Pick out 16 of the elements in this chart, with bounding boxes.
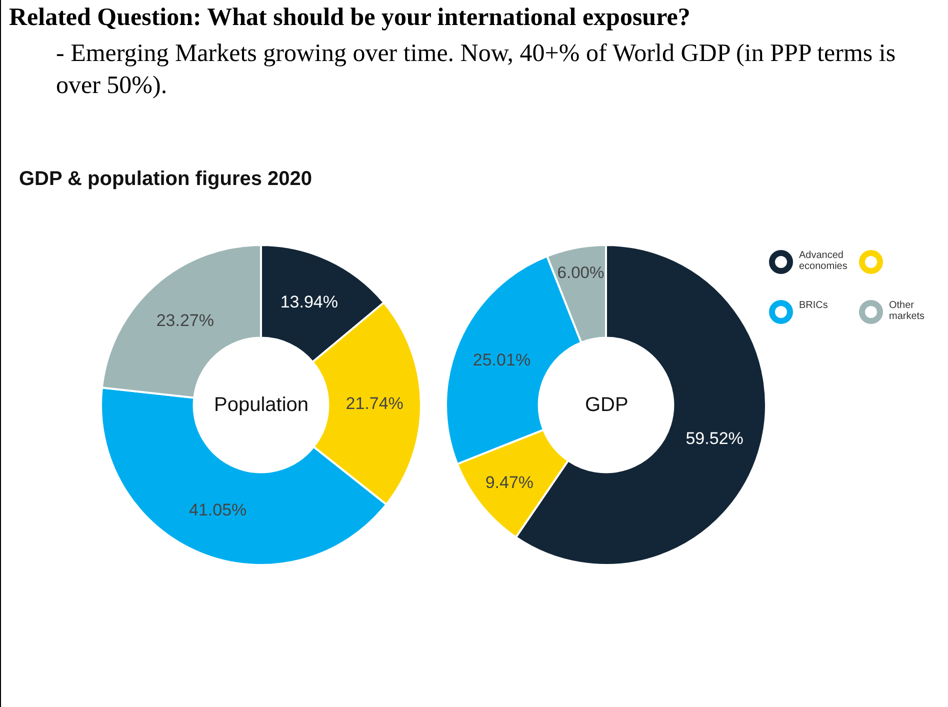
data-label: 23.27% xyxy=(156,310,214,330)
legend-label: Advanced economies xyxy=(799,250,848,272)
text: Population xyxy=(214,394,309,416)
data-label: 59.52% xyxy=(686,428,744,448)
text: GDP xyxy=(585,394,628,416)
data-label: 6.00% xyxy=(557,262,604,282)
legend-label: Other markets xyxy=(889,300,926,322)
data-label: 9.47% xyxy=(485,472,534,492)
legend-label: BRICs xyxy=(799,300,828,311)
text: - Emerging Markets growing over time. Now, 40+% of World GDP (in PPP terms is over 50%). xyxy=(56,39,897,101)
data-label: 41.05% xyxy=(188,500,247,520)
chart-title: Related Question: What should be your international exposure? xyxy=(9,4,690,32)
data-label: 25.01% xyxy=(472,350,531,370)
data-label: 21.74% xyxy=(346,394,404,414)
text: GDP & population figures 2020 xyxy=(19,168,312,191)
data-label: 13.94% xyxy=(280,292,338,312)
